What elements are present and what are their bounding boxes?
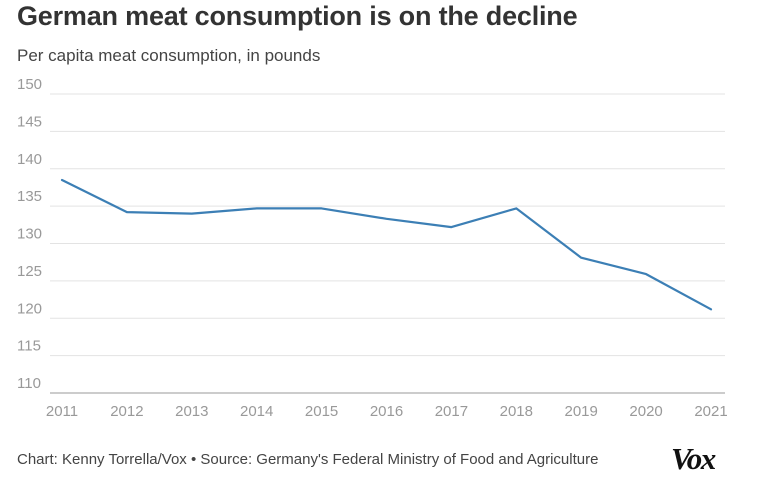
- y-tick-label: 115: [17, 338, 41, 355]
- chart-footer: Chart: Kenny Torrella/Vox • Source: Germ…: [17, 451, 598, 468]
- x-tick-label: 2020: [629, 403, 662, 420]
- chart-subtitle: Per capita meat consumption, in pounds: [17, 46, 321, 65]
- y-gridlines: [50, 93, 725, 394]
- y-axis-tick-labels: 110 115 120 125 130 135 140 145 150: [17, 76, 42, 392]
- y-tick-label: 130: [17, 226, 42, 243]
- vox-logo: Vox: [671, 441, 717, 476]
- y-tick-label: 125: [17, 263, 42, 280]
- series-line: [60, 178, 713, 311]
- y-tick-label: 145: [17, 113, 42, 130]
- footer-credit: Chart: Kenny Torrella/Vox: [17, 451, 187, 468]
- x-tick-label: 2017: [435, 403, 468, 420]
- x-tick-label: 2018: [500, 403, 533, 420]
- x-tick-label: 2019: [565, 403, 598, 420]
- x-tick-label: 2021: [694, 403, 727, 420]
- series-lines: [60, 178, 713, 311]
- y-tick-label: 150: [17, 76, 42, 93]
- x-axis-tick-labels: 2011 2012 2013 2014 2015 2016 2017 2018 2019 2020…: [46, 403, 728, 420]
- x-tick-label: 2011: [46, 403, 78, 420]
- y-tick-label: 135: [17, 188, 42, 205]
- footer-source: Source: Germany's Federal Ministry of Fo…: [200, 451, 599, 468]
- x-tick-label: 2016: [370, 403, 403, 420]
- x-tick-label: 2012: [110, 403, 143, 420]
- chart-title: German meat consumption is on the declin…: [17, 1, 578, 31]
- y-tick-label: 140: [17, 151, 42, 168]
- x-tick-label: 2014: [240, 403, 273, 420]
- x-tick-label: 2015: [305, 403, 338, 420]
- vox-logo-text: Vox: [671, 441, 716, 476]
- y-tick-label: 120: [17, 300, 42, 317]
- footer-separator: •: [190, 451, 197, 468]
- x-tick-label: 2013: [175, 403, 208, 420]
- y-tick-label: 110: [17, 375, 41, 392]
- line-chart: 110 115 120 125 130 135 140 145 150 2011 2012 2013…: [17, 76, 728, 420]
